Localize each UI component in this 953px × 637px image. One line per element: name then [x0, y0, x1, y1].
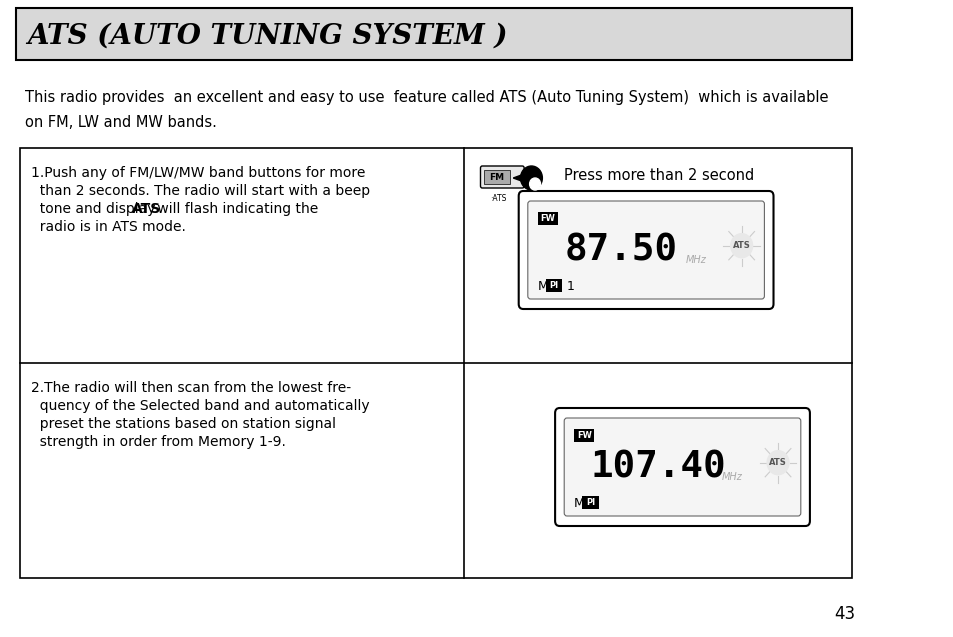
Text: 1: 1	[566, 280, 575, 292]
Bar	[20, 148, 851, 578]
Text: PI: PI	[585, 498, 595, 507]
FancyBboxPatch shape	[555, 408, 809, 526]
Circle shape	[520, 166, 542, 190]
Text: This radio provides  an excellent and easy to use  feature called ATS (Auto Tuni: This radio provides an excellent and eas…	[26, 90, 828, 105]
Text: ·ATS: ·ATS	[490, 194, 506, 203]
Text: PI: PI	[549, 281, 558, 290]
Text: 2.The radio will then scan from the lowest fre-: 2.The radio will then scan from the lowe…	[30, 381, 351, 395]
Text: quency of the Selected band and automatically: quency of the Selected band and automati…	[30, 399, 369, 413]
Text: M: M	[537, 280, 548, 292]
Text: M: M	[574, 496, 584, 510]
Text: 1.Push any of FM/LW/MW band buttons for more: 1.Push any of FM/LW/MW band buttons for …	[30, 166, 365, 180]
Bar	[483, 170, 509, 184]
Text: ATS (AUTO TUNING SYSTEM ): ATS (AUTO TUNING SYSTEM )	[28, 22, 507, 50]
FancyBboxPatch shape	[563, 418, 800, 516]
Text: ATS: ATS	[768, 458, 786, 467]
Text: FM: FM	[489, 173, 504, 182]
Text: tone and display: tone and display	[30, 202, 160, 216]
Text: MHz: MHz	[684, 255, 705, 265]
Circle shape	[529, 178, 540, 190]
Text: preset the stations based on station signal: preset the stations based on station sig…	[30, 417, 335, 431]
FancyBboxPatch shape	[16, 8, 851, 60]
Text: ATS: ATS	[732, 241, 750, 250]
Bar	[545, 279, 562, 292]
Text: 87.50: 87.50	[564, 232, 678, 268]
FancyBboxPatch shape	[518, 191, 773, 309]
Text: 43: 43	[833, 605, 854, 623]
Text: radio is in ATS mode.: radio is in ATS mode.	[30, 220, 186, 234]
Text: than 2 seconds. The radio will start with a beep: than 2 seconds. The radio will start wit…	[30, 184, 370, 198]
FancyBboxPatch shape	[480, 166, 523, 188]
Text: will flash indicating the: will flash indicating the	[152, 202, 318, 216]
Text: 107.40: 107.40	[590, 449, 725, 485]
Bar	[537, 212, 558, 225]
Bar	[581, 496, 598, 509]
Circle shape	[766, 451, 788, 475]
Text: MHz: MHz	[720, 472, 741, 482]
Text: ATS: ATS	[132, 202, 161, 216]
FancyBboxPatch shape	[527, 201, 763, 299]
Circle shape	[730, 234, 752, 258]
Polygon shape	[513, 174, 523, 182]
Text: Press more than 2 second: Press more than 2 second	[563, 168, 754, 183]
Text: FW: FW	[577, 431, 591, 440]
Text: on FM, LW and MW bands.: on FM, LW and MW bands.	[26, 115, 217, 130]
Text: strength in order from Memory 1-9.: strength in order from Memory 1-9.	[30, 435, 286, 449]
Text: FW: FW	[539, 214, 555, 223]
Bar	[574, 429, 594, 442]
